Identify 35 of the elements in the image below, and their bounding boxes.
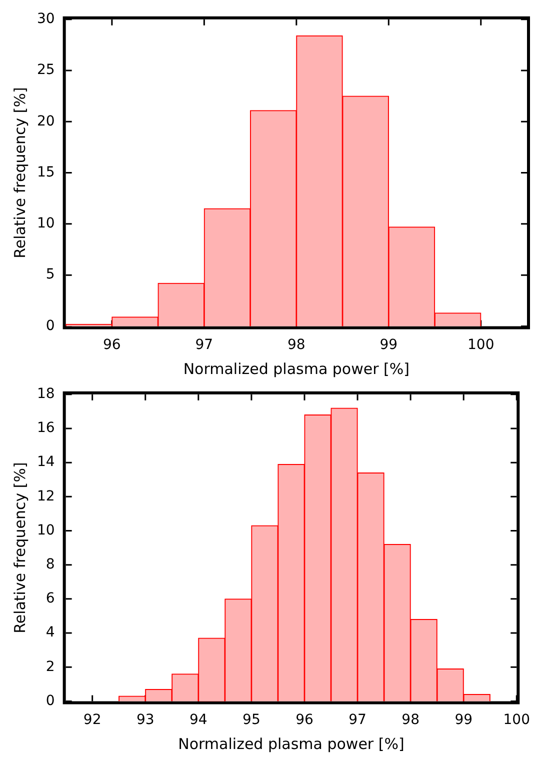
y-axis-title: Relative frequency [%] <box>10 87 29 258</box>
x-tick-label: 92 <box>83 712 102 728</box>
x-tick-label: 97 <box>348 712 366 728</box>
y-tick-label: 6 <box>46 590 55 607</box>
x-tick-label: 98 <box>402 712 420 728</box>
x-tick-label: 100 <box>503 712 530 728</box>
x-tick-label: 99 <box>454 712 473 728</box>
y-tick-label: 10 <box>36 216 55 232</box>
y-tick-label: 5 <box>46 266 55 283</box>
x-tick-label: 100 <box>468 337 494 354</box>
y-tick-label: 18 <box>36 386 55 402</box>
x-tick-label: 93 <box>136 712 154 728</box>
x-tick-label: 99 <box>380 337 398 354</box>
y-tick-label: 30 <box>36 11 55 28</box>
x-tick-label: 94 <box>189 712 208 728</box>
x-tick-label: 98 <box>287 337 306 354</box>
y-tick-label: 10 <box>36 522 55 538</box>
x-axis-title: Normalized plasma power [%] <box>183 360 410 378</box>
y-tick-label: 16 <box>36 420 55 436</box>
y-axis-title: Relative frequency [%] <box>10 462 29 634</box>
y-tick-label: 14 <box>36 454 55 470</box>
y-tick-label: 8 <box>46 556 55 572</box>
y-tick-label: 0 <box>46 692 55 709</box>
x-tick-label: 96 <box>296 712 314 728</box>
x-tick-label: 97 <box>195 337 214 354</box>
y-tick-label: 0 <box>46 318 55 334</box>
x-axis-title: Normalized plasma power [%] <box>178 734 404 753</box>
y-tick-label: 4 <box>46 624 55 641</box>
x-tick-label: 95 <box>242 712 260 728</box>
y-tick-label: 2 <box>46 658 55 675</box>
y-tick-label: 12 <box>36 488 55 504</box>
y-tick-label: 15 <box>36 164 55 180</box>
y-tick-label: 25 <box>36 62 55 78</box>
y-tick-label: 20 <box>36 113 55 130</box>
x-tick-label: 96 <box>103 337 121 354</box>
